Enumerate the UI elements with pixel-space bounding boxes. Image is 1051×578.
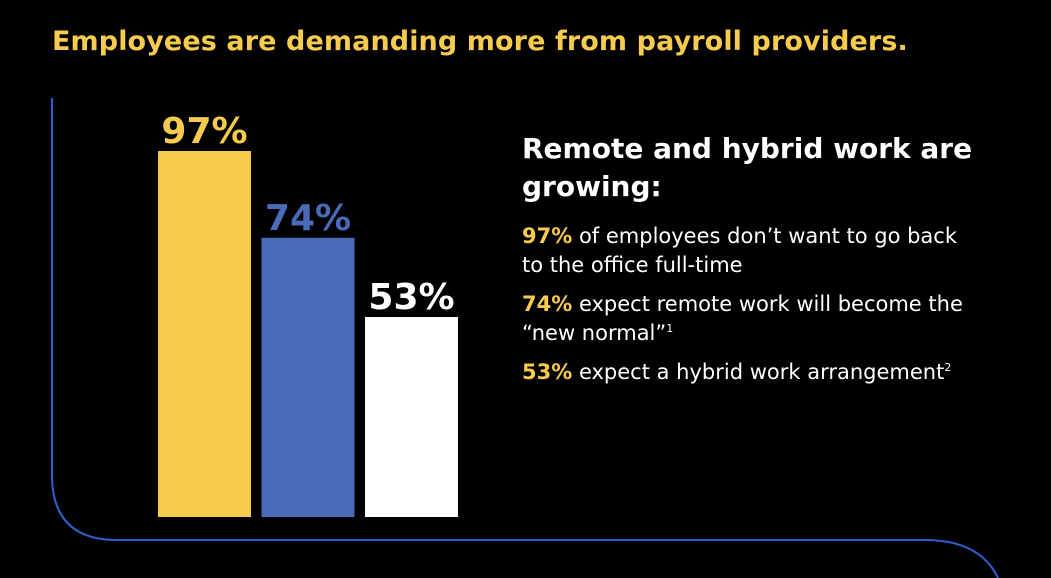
stat-text: expect remote work will become the “new …: [522, 292, 963, 345]
bar: [365, 317, 458, 517]
bar-value-label: 53%: [368, 277, 454, 318]
footnote-marker: 2: [944, 361, 952, 374]
bar: [158, 151, 251, 517]
stat-text: expect a hybrid work arrangement: [578, 360, 945, 384]
footnote-marker: 1: [666, 322, 674, 335]
stat-text: of employees don’t want to go back to th…: [522, 224, 957, 277]
stat-item: 74% expect remote work will become the “…: [522, 290, 982, 348]
bar-value-label: 74%: [265, 198, 351, 239]
headline: Employees are demanding more from payrol…: [52, 26, 908, 57]
bar: [261, 237, 355, 517]
stat-percent: 53%: [522, 360, 573, 384]
stat-item: 97% of employees don’t want to go back t…: [522, 222, 982, 280]
panel-title: Remote and hybrid work are growing:: [522, 132, 973, 203]
stat-item: 53% expect a hybrid work arrangement2: [522, 358, 982, 387]
bar-value-label: 97%: [161, 111, 247, 152]
stat-percent: 74%: [522, 292, 573, 316]
stats-panel: Remote and hybrid work are growing: 97% …: [522, 130, 1022, 397]
stat-percent: 97%: [522, 224, 573, 248]
